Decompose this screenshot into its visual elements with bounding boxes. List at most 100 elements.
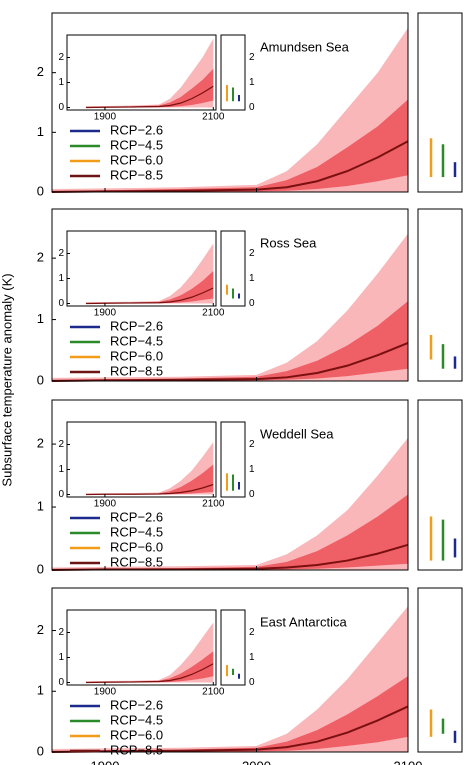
y-tick-label: 1	[37, 124, 44, 139]
outer-band	[52, 437, 408, 570]
y-tick-label: 1	[37, 498, 44, 513]
inset-y-tick-label: 1	[58, 464, 64, 475]
inset-bar-y-tick-label: 1	[249, 77, 255, 88]
inset-y-tick-label: 1	[58, 273, 64, 284]
inset-x-tick-label: 1900	[94, 112, 117, 123]
inset-y-tick-label: 2	[58, 627, 64, 638]
legend-label: RCP−8.5	[110, 554, 163, 569]
median-line	[85, 85, 214, 109]
inset-y-tick-label: 2	[58, 439, 64, 450]
inset-bar-y-tick-label: 2	[249, 52, 255, 63]
inset-y-tick-label: 0	[58, 102, 64, 113]
panel-title: Amundsen Sea	[260, 39, 350, 54]
inner-band	[85, 464, 214, 495]
median-line	[51, 341, 409, 382]
outer-band	[85, 442, 214, 495]
inset-bar-y-tick-label: 2	[249, 248, 255, 259]
inset-y-tick-label: 2	[58, 52, 64, 63]
inset-bar-y-tick-label: 2	[249, 627, 255, 638]
y-tick-label: 1	[37, 311, 44, 326]
outer-band	[52, 233, 408, 381]
y-tick-label: 2	[37, 436, 44, 451]
legend-label: RCP−2.6	[110, 697, 163, 712]
inset-bar-y-tick-label: 1	[249, 273, 255, 284]
inset-bar-y-tick-label: 0	[249, 298, 255, 309]
inset-frame	[66, 421, 217, 498]
legend-label: RCP−6.0	[110, 348, 163, 363]
median-line	[85, 663, 214, 684]
plot-frame	[51, 399, 409, 571]
outer-band	[85, 243, 214, 304]
x-tick-label: 2100	[394, 758, 423, 765]
y-tick-label: 2	[37, 622, 44, 637]
legend-label: RCP−4.5	[110, 137, 163, 152]
inset-bar-y-tick-label: 0	[249, 489, 255, 500]
panel-title: Ross Sea	[260, 235, 317, 250]
x-tick-label: 1900	[91, 758, 120, 765]
panel-title: East Antarctica	[260, 614, 347, 629]
inset-bar-y-tick-label: 0	[249, 102, 255, 113]
inset-y-tick-label: 0	[58, 489, 64, 500]
legend-label: RCP−6.0	[110, 539, 163, 554]
legend-label: RCP−8.5	[110, 167, 163, 182]
legend-label: RCP−6.0	[110, 727, 163, 742]
inset-y-tick-label: 1	[58, 652, 64, 663]
y-tick-label: 0	[37, 561, 44, 576]
inset-frame	[66, 230, 217, 307]
inset-x-tick-label: 2100	[202, 308, 225, 319]
inset-bar-y-tick-label: 1	[249, 652, 255, 663]
y-tick-label: 0	[37, 743, 44, 758]
plot-frame	[51, 12, 409, 193]
legend-label: RCP−4.5	[110, 712, 163, 727]
panel-title: Weddell Sea	[260, 426, 334, 441]
y-tick-label: 1	[37, 683, 44, 698]
side-frame	[417, 208, 463, 382]
median-line	[51, 705, 409, 753]
x-tick-label: 2000	[242, 758, 271, 765]
legend-label: RCP−4.5	[110, 333, 163, 348]
legend-label: RCP−2.6	[110, 318, 163, 333]
inset-frame	[66, 34, 217, 111]
inner-band	[52, 676, 408, 752]
inner-band	[52, 99, 408, 192]
median-line	[85, 287, 214, 305]
outer-band	[85, 38, 214, 108]
inset-x-tick-label: 2100	[202, 499, 225, 510]
inset-y-tick-label: 1	[58, 77, 64, 88]
outer-band	[85, 622, 214, 683]
median-line	[85, 483, 214, 496]
plot-frame	[51, 208, 409, 382]
y-tick-label: 0	[37, 183, 44, 198]
inner-band	[52, 301, 408, 381]
inset-bar-y-tick-label: 2	[249, 439, 255, 450]
outer-band	[52, 27, 408, 192]
plot-frame	[51, 587, 409, 753]
legend-label: RCP−8.5	[110, 742, 163, 757]
y-tick-label: 0	[37, 372, 44, 387]
median-line	[51, 140, 409, 193]
median-line	[51, 543, 409, 571]
legend-label: RCP−2.6	[110, 509, 163, 524]
inset-x-tick-label: 1900	[94, 687, 117, 698]
inset-bar-y-tick-label: 1	[249, 464, 255, 475]
inner-band	[85, 271, 214, 304]
y-tick-label: 2	[37, 64, 44, 79]
inner-band	[52, 494, 408, 570]
inset-bar-y-tick-label: 0	[249, 677, 255, 688]
inner-band	[85, 68, 214, 108]
inset-x-tick-label: 2100	[202, 112, 225, 123]
side-frame	[417, 587, 463, 753]
inset-x-tick-label: 1900	[94, 499, 117, 510]
outer-band	[52, 606, 408, 752]
y-axis-label: Subsurface temperature anomaly (K)	[0, 273, 14, 486]
y-tick-label: 2	[37, 250, 44, 265]
inset-frame	[66, 609, 217, 686]
legend-label: RCP−8.5	[110, 363, 163, 378]
inset-x-tick-label: 1900	[94, 308, 117, 319]
legend-label: RCP−6.0	[110, 152, 163, 167]
legend-label: RCP−2.6	[110, 122, 163, 137]
inner-band	[85, 651, 214, 683]
inset-y-tick-label: 0	[58, 677, 64, 688]
inset-y-tick-label: 2	[58, 248, 64, 259]
